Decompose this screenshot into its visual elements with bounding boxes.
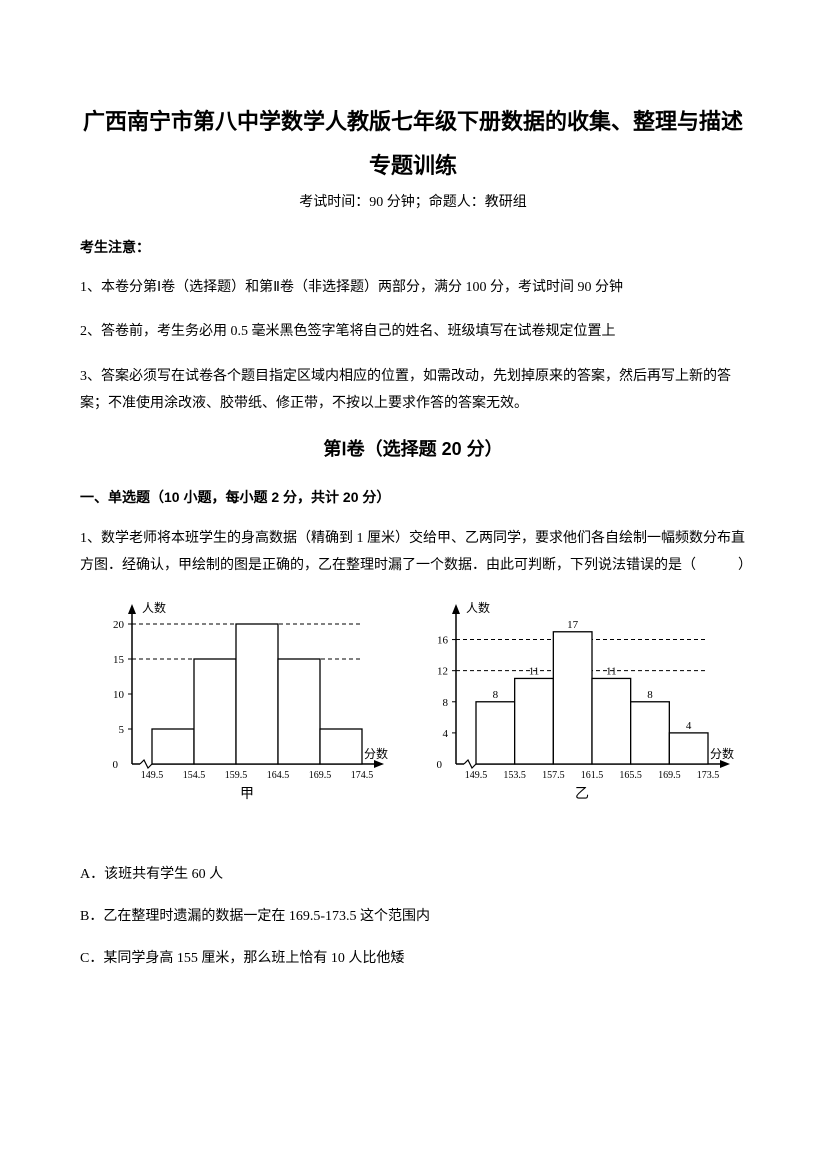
svg-text:161.5: 161.5 (581, 770, 604, 781)
svg-text:174.5: 174.5 (351, 770, 374, 781)
notice-1: 1、本卷分第Ⅰ卷（选择题）和第Ⅱ卷（非选择题）两部分，满分 100 分，考试时间… (80, 275, 746, 302)
options: A．该班共有学生 60 人 B．乙在整理时遗漏的数据一定在 169.5-173.… (80, 864, 746, 971)
svg-text:173.5: 173.5 (697, 770, 720, 781)
svg-text:4: 4 (443, 727, 449, 739)
svg-text:159.5: 159.5 (225, 770, 248, 781)
svg-text:8: 8 (647, 688, 653, 700)
svg-text:149.5: 149.5 (141, 770, 164, 781)
svg-text:分数: 分数 (710, 746, 734, 761)
svg-text:10: 10 (113, 689, 125, 701)
svg-text:169.5: 169.5 (658, 770, 681, 781)
option-c: C．某同学身高 155 厘米，那么班上恰有 10 人比他矮 (80, 948, 746, 970)
svg-text:5: 5 (119, 724, 125, 736)
notice-title: 考生注意： (80, 236, 746, 258)
notice-3: 3、答案必须写在试卷各个题目指定区域内相应的位置，如需改动，先划掉原来的答案，然… (80, 364, 746, 417)
svg-text:16: 16 (437, 634, 449, 646)
svg-text:0: 0 (437, 759, 443, 771)
svg-text:8: 8 (443, 696, 449, 708)
svg-text:人数: 人数 (142, 600, 166, 615)
svg-text:149.5: 149.5 (465, 770, 488, 781)
svg-text:165.5: 165.5 (619, 770, 642, 781)
svg-text:8: 8 (493, 688, 499, 700)
charts-row: 人数分数05101520149.5154.5159.5164.5169.5174… (80, 594, 746, 814)
svg-text:157.5: 157.5 (542, 770, 565, 781)
title-line-1: 广西南宁市第八中学数学人教版七年级下册数据的收集、整理与描述 (80, 100, 746, 144)
section-title: 第Ⅰ卷（选择题 20 分） (80, 435, 746, 464)
svg-text:11: 11 (606, 665, 617, 677)
chart-a: 人数分数 0 5 10 15 20 149.5 154.5 159.5 164.5 169.5 174… (90, 594, 390, 814)
svg-text:164.5: 164.5 (267, 770, 290, 781)
svg-text:153.5: 153.5 (503, 770, 526, 781)
chart-b: 人数分数 0 4 8 12 16 8 11 17 11 8 4 149.5 153.5 157.5 161.5… (414, 594, 734, 814)
svg-text:人数: 人数 (466, 600, 490, 615)
subsection-title: 一、单选题（10 小题，每小题 2 分，共计 20 分） (80, 486, 746, 508)
svg-text:0: 0 (113, 759, 119, 771)
subtitle: 考试时间：90 分钟；命题人：教研组 (80, 192, 746, 214)
svg-text:甲: 甲 (240, 787, 254, 802)
title-line-2: 专题训练 (80, 144, 746, 188)
svg-text:乙: 乙 (575, 786, 589, 802)
question-1: 1、数学老师将本班学生的身高数据（精确到 1 厘米）交给甲、乙两同学，要求他们各… (80, 526, 746, 579)
svg-text:12: 12 (437, 665, 448, 677)
notice-2: 2、答卷前，考生务必用 0.5 毫米黑色签字笔将自己的姓名、班级填写在试卷规定位… (80, 319, 746, 346)
svg-text:分数: 分数 (364, 746, 388, 761)
option-b: B．乙在整理时遗漏的数据一定在 169.5-173.5 这个范围内 (80, 906, 746, 928)
svg-text:20: 20 (113, 619, 125, 631)
svg-text:169.5: 169.5 (309, 770, 332, 781)
svg-text:15: 15 (113, 654, 125, 666)
svg-text:154.5: 154.5 (183, 770, 206, 781)
svg-text:11: 11 (529, 665, 540, 677)
option-a: A．该班共有学生 60 人 (80, 864, 746, 886)
svg-text:17: 17 (567, 618, 579, 630)
svg-text:4: 4 (686, 719, 692, 731)
